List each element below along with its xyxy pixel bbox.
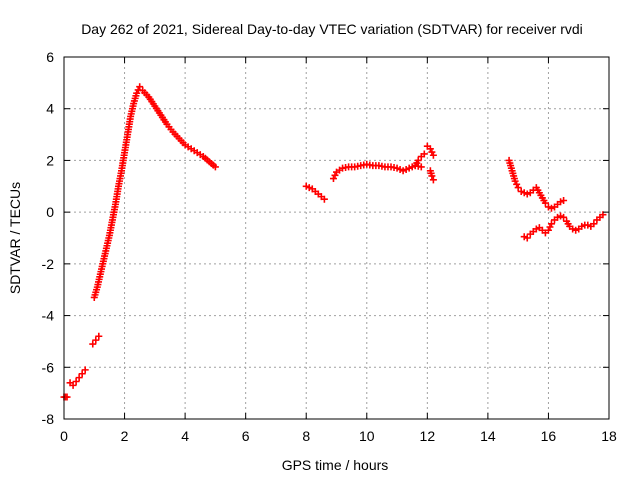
data-point [329, 175, 337, 183]
data-point-interp [428, 148, 436, 156]
x-axis-label: GPS time / hours [282, 457, 389, 473]
series-arc3 [89, 332, 103, 348]
series-arc1-start [60, 393, 71, 401]
series-arc8 [411, 150, 428, 170]
data-point [511, 177, 519, 185]
data-point [420, 150, 428, 158]
series-arc10 [426, 167, 437, 184]
data-point [89, 340, 97, 348]
data-point [136, 83, 144, 91]
x-tick-label: 10 [359, 428, 375, 444]
x-tick-label: 14 [480, 428, 496, 444]
x-tick-label: 16 [541, 428, 557, 444]
x-tick-label: 12 [420, 428, 436, 444]
data-point [541, 199, 549, 207]
axis-ticks: 0 2 4 6 8 10 12 14 16 18 -8 -6 -4 -2 0 2 4 6 [42, 49, 617, 444]
y-tick-label: 0 [46, 204, 54, 220]
series-arc7 [329, 160, 425, 183]
data-point-interp [331, 171, 339, 179]
y-tick-label: -6 [42, 359, 55, 375]
series-arc4 [90, 83, 144, 301]
data-point-interp [513, 180, 521, 188]
data-point [560, 213, 568, 221]
data-point [544, 226, 552, 234]
y-axis-label: SDTVAR / TECUs [7, 182, 23, 294]
data-point [560, 197, 568, 205]
series-arc5 [139, 87, 219, 171]
data-point [590, 220, 598, 228]
plot-frame [63, 56, 610, 420]
series-arc11 [505, 156, 568, 212]
data-point [547, 220, 555, 228]
data-point [95, 332, 103, 340]
data-point [72, 378, 80, 386]
data-points [60, 83, 607, 401]
data-point [81, 366, 89, 374]
data-point-interp [546, 223, 554, 231]
data-point [75, 374, 83, 382]
y-tick-label: -8 [42, 411, 55, 427]
series-arc12 [520, 211, 607, 242]
x-tick-label: 6 [242, 428, 250, 444]
y-tick-label: -4 [42, 308, 55, 324]
y-tick-label: 2 [46, 152, 54, 168]
data-point [78, 370, 86, 378]
data-point [429, 151, 437, 159]
data-point [133, 89, 141, 97]
data-point [426, 145, 434, 153]
data-point [417, 163, 425, 171]
data-point [599, 211, 607, 219]
series-arc6 [302, 182, 328, 203]
y-tick-label: 6 [46, 49, 54, 65]
y-tick-label: -2 [42, 256, 55, 272]
data-point [320, 195, 328, 203]
series-arc9 [423, 142, 437, 159]
x-tick-label: 2 [121, 428, 129, 444]
x-tick-label: 0 [60, 428, 68, 444]
data-point [63, 393, 71, 401]
data-point [211, 163, 219, 171]
x-tick-label: 8 [302, 428, 310, 444]
data-point [523, 234, 531, 242]
data-point [414, 156, 422, 164]
chart-title: Day 262 of 2021, Sidereal Day-to-day VTE… [81, 21, 583, 37]
data-point [429, 176, 437, 184]
y-tick-label: 4 [46, 101, 54, 117]
x-tick-label: 18 [601, 428, 617, 444]
series-arc2 [66, 366, 89, 389]
x-tick-label: 4 [181, 428, 189, 444]
data-point [428, 172, 436, 180]
data-point [69, 381, 77, 389]
data-point [514, 184, 522, 192]
data-point [92, 336, 100, 344]
